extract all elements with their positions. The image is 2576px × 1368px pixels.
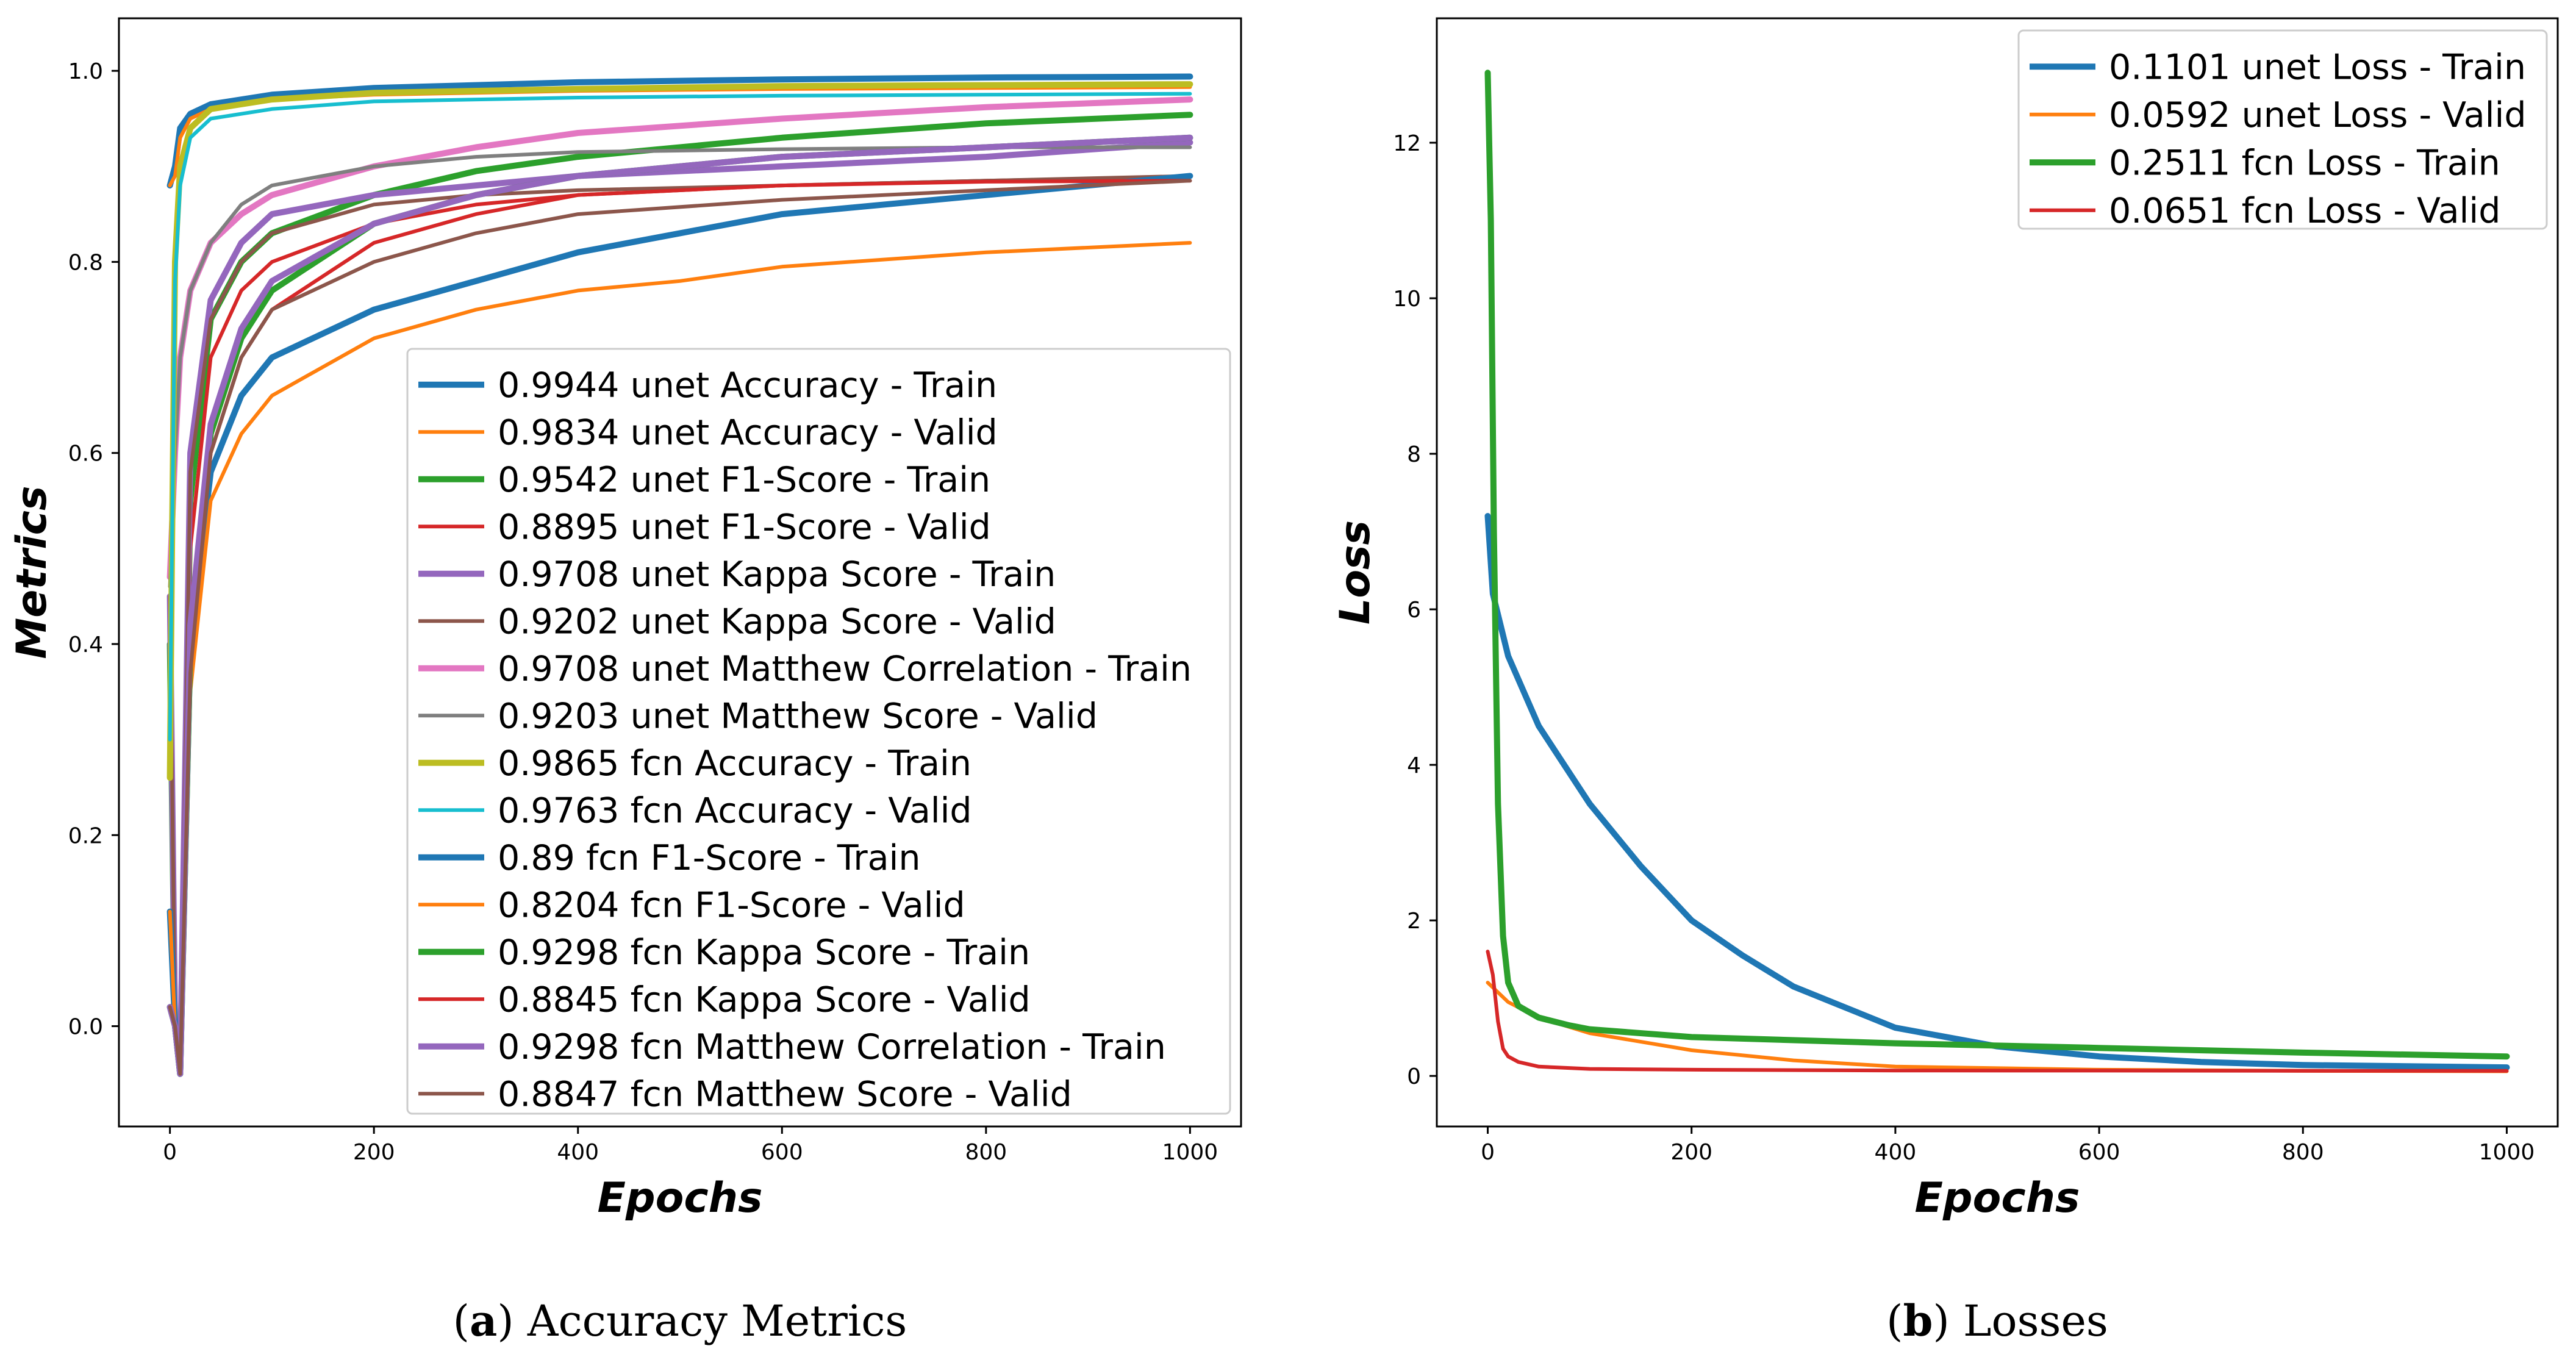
panel-a-legend: 0.9944 unet Accuracy - Train 0.9834 unet … [406,348,1231,1115]
panel-a-caption-paren-open: ( [453,1296,470,1346]
panel-a-caption-letter: a [470,1295,497,1346]
panel-a-y-tick-label: 0.4 [68,632,103,657]
panel-b-axes-frame [1436,17,2559,1128]
panel-b-x-tick-label: 800 [2282,1140,2324,1165]
panel-b-series-line-3 [1486,950,2509,1073]
panel-b-x-axis-label: Epochs [1914,1174,2080,1222]
panel-b-y-tick-label: 4 [1407,753,1421,778]
panel-b-legend-label-3: 0.0651 fcn Loss - Valid [2109,191,2500,231]
panel-b-series-group [1484,70,2510,1073]
panel-a-x-tick-label: 800 [965,1140,1007,1165]
panel-a-x-tick-label: 0 [163,1140,177,1165]
panel-b-series-line-2 [1484,70,2510,1060]
panel-b-series-line-0 [1484,513,2510,1071]
panel-b-y-axis-label: Loss [1331,520,1379,625]
panel-a-legend-box [406,348,1231,1115]
panel-a-legend-label-10: 0.89 fcn F1-Score - Train [498,838,921,878]
panel-a-legend-label-2: 0.9542 unet F1-Score - Train [498,460,990,500]
panel-b-y-tick-label: 6 [1407,598,1421,623]
panel-a-legend-label-7: 0.9203 unet Matthew Score - Valid [498,696,1098,736]
panel-a-legend-label-8: 0.9865 fcn Accuracy - Train [498,743,971,784]
panel-a-legend-label-4: 0.9708 unet Kappa Score - Train [498,554,1056,595]
panel-b-y-tick-label: 10 [1393,287,1421,312]
panel-a-y-tick-label: 0.2 [68,823,103,848]
panel-a-legend-label-11: 0.8204 fcn F1-Score - Valid [498,885,965,925]
panel-a-legend-label-12: 0.9298 fcn Kappa Score - Train [498,933,1030,973]
panel-a-x-tick-label: 1000 [1162,1140,1218,1165]
panel-b-x-tick-label: 400 [1875,1140,1917,1165]
panel-a-x-tick-label: 600 [761,1140,803,1165]
panel-b-caption-paren-close: ) [1933,1296,1963,1346]
panel-a-x-tick-label: 400 [557,1140,599,1165]
panel-b-legend: 0.1101 unet Loss - Train 0.0592 unet Loss… [2017,29,2548,231]
panel-b-y-tick-label: 0 [1407,1064,1421,1089]
panel-a-legend-label-15: 0.8847 fcn Matthew Score - Valid [498,1074,1072,1114]
panel-a-legend-label-13: 0.8845 fcn Kappa Score - Valid [498,979,1031,1020]
panel-a-y-tick-label: 0.0 [68,1015,103,1040]
panel-b-caption-text: Losses [1963,1296,2108,1346]
panel-a-y-tick-label: 0.8 [68,250,103,275]
panel-a-x-axis-label: Epochs [597,1174,762,1222]
panel-a-legend-label-6: 0.9708 unet Matthew Correlation - Train [498,649,1192,689]
panel-b-x-tick-label: 1000 [2479,1140,2535,1165]
panel-a-y-tick-label: 0.6 [68,442,103,467]
panel-b-y-tick-label: 8 [1407,442,1421,467]
panel-a-series-line-7 [168,145,1192,589]
panel-a-series-line-15 [168,179,1192,1076]
panel-a-accuracy-metrics: 0 200 400 600 800 1000 0.0 0.2 0.4 0.6 0.8 1.0 Epoch… [8,17,1242,1346]
panel-b-legend-label-0: 0.1101 unet Loss - Train [2109,47,2526,87]
panel-a-legend-label-0: 0.9944 unet Accuracy - Train [498,365,997,406]
panel-a-caption-text: Accuracy Metrics [527,1296,907,1346]
panel-a-legend-label-5: 0.9202 unet Kappa Score - Valid [498,601,1056,642]
panel-b-x-tick-label: 0 [1481,1140,1495,1165]
panel-b-x-tick-label: 200 [1670,1140,1712,1165]
panel-b-caption-paren-open: ( [1886,1296,1903,1346]
panel-b-losses: 0 200 400 600 800 1000 0 2 4 6 8 10 12 Epochs Loss 0.11… [1331,17,2559,1346]
panel-b-legend-box [2017,29,2548,230]
panel-a-legend-label-3: 0.8895 unet F1-Score - Valid [498,507,991,547]
panel-a-caption-paren-close: ) [497,1296,528,1346]
panel-a-axes-frame [118,17,1242,1128]
panel-b-x-tick-label: 600 [2078,1140,2120,1165]
panel-b-legend-label-2: 0.2511 fcn Loss - Train [2109,143,2500,183]
panel-a-legend-label-14: 0.9298 fcn Matthew Correlation - Train [498,1027,1166,1067]
panel-a-series-line-9 [168,91,1192,742]
panel-a-caption: (a) Accuracy Metrics [453,1295,907,1346]
panel-a-x-tick-label: 200 [353,1140,395,1165]
panel-b-y-tick-label: 12 [1393,131,1421,156]
panel-a-legend-label-9: 0.9763 fcn Accuracy - Valid [498,790,972,831]
panel-b-caption: (b) Losses [1886,1295,2108,1346]
panel-a-y-tick-label: 1.0 [68,59,103,84]
panel-b-y-tick-label: 2 [1407,909,1421,934]
panel-a-y-axis-label: Metrics [8,486,56,659]
panel-b-caption-letter: b [1903,1295,1933,1346]
panel-a-series-group [166,73,1193,1077]
panel-b-legend-label-1: 0.0592 unet Loss - Valid [2109,95,2527,135]
panel-a-legend-label-1: 0.9834 unet Accuracy - Valid [498,412,998,453]
